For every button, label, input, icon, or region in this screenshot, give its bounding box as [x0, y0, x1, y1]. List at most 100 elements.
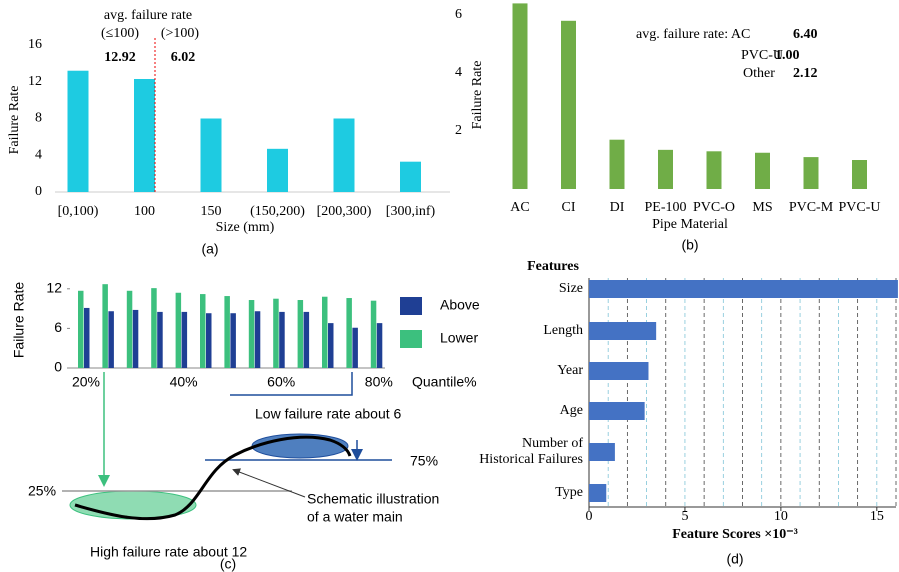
- annotation: of a water main: [307, 509, 403, 525]
- x-tick-label: 150: [201, 204, 222, 219]
- y-axis-label: Failure Rate: [7, 86, 22, 155]
- x-tick-label: AC: [510, 200, 529, 215]
- bar: [346, 298, 352, 368]
- caption: (c): [220, 556, 236, 572]
- y-tick-label: 0: [54, 359, 62, 375]
- legend-swatch: [400, 297, 422, 315]
- bar: [658, 149, 673, 189]
- x-tick-label: 5: [681, 509, 688, 524]
- bar: [561, 20, 576, 189]
- legend-label: Above: [440, 297, 480, 313]
- x-axis-label: Quantile%: [412, 374, 477, 390]
- x-axis-label: Pipe Material: [652, 217, 728, 232]
- bar: [328, 323, 334, 368]
- blue-bracket: [230, 372, 353, 396]
- y-tick-label: 6: [54, 319, 62, 335]
- y-tick-label: Type: [555, 485, 583, 500]
- y-tick-label: 8: [35, 111, 42, 126]
- annotation: PVC-U: [741, 48, 783, 63]
- annotation: avg. failure rate: [104, 8, 192, 23]
- annotation: Low failure rate about 6: [255, 406, 402, 422]
- bar: [706, 151, 722, 189]
- y-tick-label: 16: [28, 37, 42, 52]
- y-tick-label: 12: [28, 74, 42, 89]
- bar: [267, 148, 288, 192]
- bar: [200, 294, 206, 368]
- annotation: 25%: [28, 483, 56, 499]
- x-tick-label: 15: [870, 509, 884, 524]
- x-tick-label: CI: [562, 200, 576, 215]
- bar: [589, 362, 649, 380]
- callout-arrow: [232, 468, 306, 498]
- bar: [755, 152, 770, 189]
- y-tick-label: Number of Historical Failures: [479, 436, 583, 467]
- bar: [230, 313, 236, 368]
- y-tick-label: 2: [455, 123, 462, 138]
- x-tick-label: (150,200): [250, 204, 305, 219]
- bar: [78, 290, 84, 368]
- annotation: (≤100): [101, 26, 139, 41]
- water-main: [74, 435, 352, 521]
- x-tick-label: 80%: [365, 374, 393, 390]
- y-tick-label: 4: [35, 147, 42, 162]
- x-tick-label: PVC-U: [838, 200, 880, 215]
- y-tick-label: 12: [46, 280, 62, 296]
- chart-title: Features: [527, 259, 579, 274]
- legend-label: Lower: [440, 330, 478, 346]
- bar: [132, 309, 139, 368]
- annotation: 75%: [410, 453, 438, 469]
- annotation: 6.40: [793, 27, 818, 42]
- bar: [84, 307, 90, 368]
- y-tick-label: 0: [35, 184, 42, 199]
- bar: [279, 311, 285, 368]
- x-tick-label: 40%: [170, 374, 198, 390]
- x-tick-label: 0: [586, 509, 593, 524]
- caption: (d): [726, 551, 743, 567]
- bar: [254, 311, 261, 368]
- bar: [803, 157, 819, 189]
- x-tick-label: 60%: [267, 374, 295, 390]
- bar: [67, 70, 89, 192]
- x-tick-label: [0,100): [58, 204, 99, 219]
- bar: [352, 327, 358, 368]
- annotation: 2.12: [793, 66, 818, 81]
- bar: [297, 300, 304, 368]
- y-axis-label: Failure Rate: [470, 61, 485, 130]
- bar: [248, 300, 255, 368]
- annotation: Schematic illustration: [307, 491, 439, 507]
- bar: [126, 290, 133, 368]
- x-axis-label: Size (mm): [216, 220, 275, 235]
- bar: [303, 311, 310, 368]
- bar: [157, 311, 163, 368]
- bar: [175, 292, 182, 368]
- x-tick-label: 10: [774, 509, 788, 524]
- bar: [134, 78, 155, 192]
- legend-swatch: [400, 330, 422, 348]
- bar: [200, 118, 222, 192]
- annotation: 12.92: [104, 50, 136, 65]
- bar: [322, 296, 328, 368]
- x-tick-label: [200,300): [317, 204, 372, 219]
- x-tick-label: 100: [134, 204, 155, 219]
- bar: [376, 323, 383, 368]
- x-tick-label: 20%: [72, 374, 100, 390]
- bar: [589, 322, 657, 340]
- bar: [589, 402, 645, 420]
- y-tick-label: Size: [559, 281, 583, 296]
- caption: (a): [201, 241, 218, 257]
- y-tick-label: Year: [557, 363, 583, 378]
- y-tick-label: Length: [543, 323, 583, 338]
- bar: [273, 298, 279, 368]
- x-tick-label: PVC-O: [693, 200, 735, 215]
- annotation: (>100): [161, 26, 200, 41]
- annotation: 6.02: [171, 50, 196, 65]
- y-axis-label: Failure Rate: [11, 282, 27, 358]
- bar: [609, 139, 625, 189]
- bar: [224, 296, 230, 368]
- bar: [333, 118, 355, 192]
- bar: [400, 161, 421, 192]
- annotation: 1.00: [775, 48, 800, 63]
- bar: [589, 280, 898, 298]
- y-tick-label: 6: [455, 7, 462, 22]
